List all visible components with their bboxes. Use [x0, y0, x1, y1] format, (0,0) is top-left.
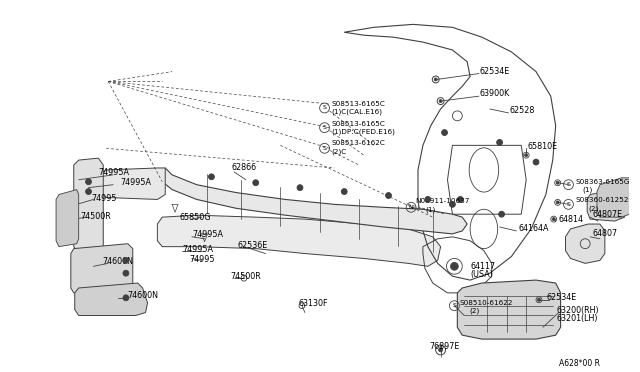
Text: 62534E: 62534E: [547, 293, 577, 302]
Text: S08513-6165C: S08513-6165C: [332, 101, 385, 107]
Text: 65810E: 65810E: [527, 142, 557, 151]
Circle shape: [556, 181, 559, 184]
Circle shape: [438, 348, 443, 352]
Text: N08911-10637: N08911-10637: [415, 198, 469, 204]
Text: S: S: [323, 125, 326, 130]
Circle shape: [123, 257, 129, 263]
Polygon shape: [71, 244, 132, 293]
Circle shape: [86, 179, 92, 185]
Text: 65850G: 65850G: [180, 213, 211, 222]
Text: A628*00 R: A628*00 R: [559, 359, 600, 368]
Circle shape: [434, 78, 437, 81]
Text: 74995A: 74995A: [99, 169, 129, 177]
Text: 64814: 64814: [559, 215, 584, 224]
Text: S08513-6165C: S08513-6165C: [332, 121, 385, 127]
Text: 63130F: 63130F: [298, 299, 328, 308]
Circle shape: [458, 196, 463, 202]
Text: 74600N: 74600N: [128, 291, 159, 300]
Polygon shape: [157, 215, 440, 266]
Text: S08513-6162C: S08513-6162C: [332, 140, 385, 147]
Text: (1)DP:C(FED.E16): (1)DP:C(FED.E16): [332, 128, 396, 135]
Text: (1): (1): [582, 186, 593, 193]
Text: 63900K: 63900K: [480, 89, 510, 98]
Circle shape: [425, 196, 431, 202]
Text: S08360-61252: S08360-61252: [575, 198, 629, 203]
Text: 74500R: 74500R: [230, 272, 261, 280]
Text: S: S: [323, 146, 326, 151]
Text: S08363-6165G: S08363-6165G: [575, 179, 630, 185]
Polygon shape: [566, 224, 605, 263]
Text: S: S: [566, 182, 570, 187]
Polygon shape: [99, 168, 165, 199]
Text: 74500R: 74500R: [81, 212, 111, 221]
Circle shape: [556, 201, 559, 204]
Polygon shape: [597, 178, 630, 217]
Text: 74600N: 74600N: [102, 257, 133, 266]
Text: 74995A: 74995A: [182, 245, 213, 254]
Polygon shape: [458, 280, 561, 339]
Circle shape: [123, 270, 129, 276]
Text: 62528: 62528: [509, 106, 535, 115]
Text: N: N: [409, 205, 413, 210]
Text: (1): (1): [425, 206, 435, 212]
Text: 74995: 74995: [92, 194, 117, 203]
Text: 63200(RH): 63200(RH): [557, 306, 599, 315]
Circle shape: [86, 189, 92, 195]
Text: S: S: [452, 303, 456, 308]
Text: 74995: 74995: [190, 255, 215, 264]
Circle shape: [449, 201, 456, 207]
Circle shape: [385, 193, 392, 198]
Polygon shape: [587, 190, 625, 221]
Circle shape: [341, 189, 347, 195]
Text: 62534E: 62534E: [480, 67, 510, 76]
Circle shape: [538, 298, 540, 301]
Polygon shape: [74, 158, 103, 254]
Text: S: S: [323, 106, 326, 110]
Polygon shape: [56, 190, 79, 247]
Text: (2)C: (2)C: [332, 148, 347, 154]
Text: 64164A: 64164A: [518, 224, 549, 234]
Polygon shape: [75, 283, 148, 315]
Circle shape: [123, 295, 129, 301]
Text: 76897E: 76897E: [430, 343, 460, 352]
Circle shape: [209, 174, 214, 180]
Text: S08510-61622: S08510-61622: [460, 300, 513, 306]
Text: 74995A: 74995A: [193, 230, 224, 239]
Circle shape: [499, 211, 504, 217]
Text: (1)C(CAL.E16): (1)C(CAL.E16): [332, 109, 383, 115]
Text: 64807E: 64807E: [592, 210, 622, 219]
Text: (2): (2): [469, 307, 479, 314]
Circle shape: [297, 185, 303, 190]
Circle shape: [442, 129, 447, 135]
Circle shape: [439, 100, 442, 103]
Text: (USA): (USA): [470, 270, 493, 279]
Text: 63201(LH): 63201(LH): [557, 314, 598, 323]
Text: S: S: [566, 202, 570, 207]
Text: 74995A: 74995A: [120, 178, 151, 187]
Circle shape: [497, 140, 502, 145]
Text: 64807: 64807: [592, 230, 617, 238]
Circle shape: [253, 180, 259, 186]
Circle shape: [552, 218, 555, 221]
Text: 62536E: 62536E: [237, 241, 268, 250]
Circle shape: [525, 154, 527, 157]
Text: (2): (2): [588, 205, 598, 212]
Circle shape: [533, 159, 539, 165]
Circle shape: [451, 262, 458, 270]
Polygon shape: [160, 168, 467, 234]
Text: 62866: 62866: [231, 163, 256, 173]
Text: 64117: 64117: [470, 262, 495, 271]
